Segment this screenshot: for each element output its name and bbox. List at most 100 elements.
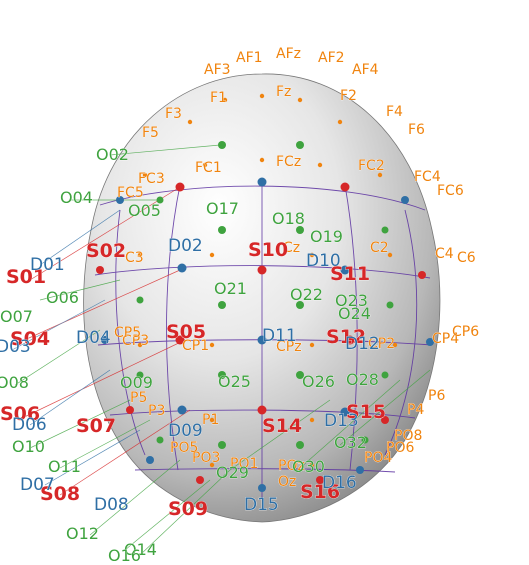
eeg-label: CP4 — [432, 331, 459, 347]
source-label: S12 — [326, 326, 366, 348]
eeg-label: PO6 — [386, 440, 414, 456]
channel-label: O11 — [48, 457, 81, 476]
channel-label: O21 — [214, 279, 247, 298]
detector-label: D08 — [94, 495, 129, 515]
source-labels: S01 S02 S04 S05 S06 S07 S08 S09 S10 S11 … — [0, 239, 386, 521]
channel-label: O19 — [310, 227, 343, 246]
eeg-label: FC1 — [195, 160, 222, 176]
eeg-labels: AF1 AFz AF2 AF3 AF4 F1 Fz F2 F3 F4 F5 F6… — [114, 46, 480, 491]
source-label: S10 — [248, 239, 288, 261]
source-label: S05 — [166, 321, 206, 343]
eeg-label: F3 — [165, 106, 182, 122]
source-label: S14 — [262, 415, 302, 437]
channel-label: O14 — [124, 540, 157, 559]
eeg-label: P4 — [407, 402, 424, 418]
eeg-label: CP3 — [122, 333, 149, 349]
eeg-label: FC6 — [437, 183, 464, 199]
eeg-label: F5 — [142, 125, 159, 141]
channel-label: O02 — [96, 145, 129, 164]
channel-label: O29 — [216, 463, 249, 482]
source-label: S07 — [76, 415, 116, 437]
source-label: S11 — [330, 263, 370, 285]
optode-dots — [96, 93, 434, 492]
source-label: S15 — [346, 401, 386, 423]
eeg-label: PO3 — [192, 450, 220, 466]
eeg-label: PO8 — [394, 428, 422, 444]
detector-label: D10 — [306, 251, 341, 271]
eeg-label: C4 — [435, 246, 454, 262]
detector-label: D12 — [345, 334, 380, 354]
source-label: S02 — [86, 240, 126, 262]
source-label: S09 — [168, 498, 208, 520]
eeg-label: F4 — [386, 104, 403, 120]
detector-label: D06 — [12, 415, 47, 435]
source-label: S16 — [300, 481, 340, 503]
detector-label: D11 — [262, 326, 297, 346]
detector-label: D16 — [322, 473, 357, 493]
channel-label: O16 — [108, 546, 141, 565]
channel-label: O18 — [272, 209, 305, 228]
channel-label: O28 — [346, 370, 379, 389]
eeg-label: CP5 — [114, 325, 141, 341]
detector-label: D03 — [0, 337, 31, 357]
channel-label: O10 — [12, 437, 45, 456]
eeg-label: P5 — [130, 390, 147, 406]
channel-label: O22 — [290, 285, 323, 304]
channel-label: O04 — [60, 188, 93, 207]
eeg-label: AF4 — [352, 62, 379, 78]
eeg-label: AF3 — [204, 62, 231, 78]
source-label: S08 — [40, 483, 80, 505]
channel-label: O05 — [128, 201, 161, 220]
channel-label: O30 — [292, 457, 325, 476]
detector-label: D07 — [20, 475, 55, 495]
eeg-label: Oz — [278, 474, 296, 490]
channel-label: O23 — [335, 291, 368, 310]
source-label: S04 — [10, 328, 50, 350]
eeg-label: C2 — [370, 240, 389, 256]
channel-label: O25 — [218, 372, 251, 391]
eeg-label: Fz — [276, 84, 291, 100]
eeg-label: FC2 — [358, 158, 385, 174]
channel-label: O08 — [0, 373, 29, 392]
channel-labels: O02 O04 O05 O06 O07 O08 O09 O10 O11 O12 … — [0, 145, 379, 565]
eeg-label: C3 — [125, 250, 144, 266]
eeg-label: CP6 — [452, 324, 479, 340]
eeg-label: P1 — [202, 412, 219, 428]
source-label: S06 — [0, 403, 40, 425]
channel-label: O06 — [46, 288, 79, 307]
detector-label: D13 — [324, 411, 359, 431]
eeg-label: P6 — [428, 388, 445, 404]
eeg-label: AF2 — [318, 50, 345, 66]
eeg-label: P3 — [148, 403, 165, 419]
optode-chords — [11, 144, 431, 556]
channel-label: O26 — [302, 372, 335, 391]
detector-label: D02 — [168, 236, 203, 256]
eeg-label: CP1 — [182, 338, 209, 354]
channel-label: O09 — [120, 373, 153, 392]
channel-label: O17 — [206, 199, 239, 218]
eeg-label: PO1 — [230, 456, 258, 472]
channel-label: O24 — [338, 304, 371, 323]
eeg-label: AF1 — [236, 50, 263, 66]
detector-label: D04 — [76, 328, 111, 348]
channel-label: O32 — [334, 433, 367, 452]
channel-label: O12 — [66, 524, 99, 543]
detector-label: D09 — [168, 421, 203, 441]
eeg-label: CP2 — [368, 336, 395, 352]
eeg-label: POz — [278, 458, 305, 474]
detector-labels: D01 D02 D03 D04 D06 D07 D08 D09 D10 D11 … — [0, 236, 380, 516]
eeg-label: FC4 — [414, 169, 441, 185]
eeg-label: C6 — [457, 250, 476, 266]
detector-label: D01 — [30, 255, 65, 275]
eeg-label: FC5 — [117, 185, 144, 201]
eeg-label: PO4 — [364, 450, 392, 466]
eeg-label: F2 — [340, 88, 357, 104]
eeg-label: F6 — [408, 122, 425, 138]
eeg-label: CPz — [276, 339, 302, 355]
eeg-label: FC3 — [138, 171, 165, 187]
channel-label: O07 — [0, 307, 33, 326]
eeg-label: Cz — [283, 240, 300, 256]
eeg-label: AFz — [276, 46, 301, 62]
eeg-label: PO5 — [170, 440, 198, 456]
